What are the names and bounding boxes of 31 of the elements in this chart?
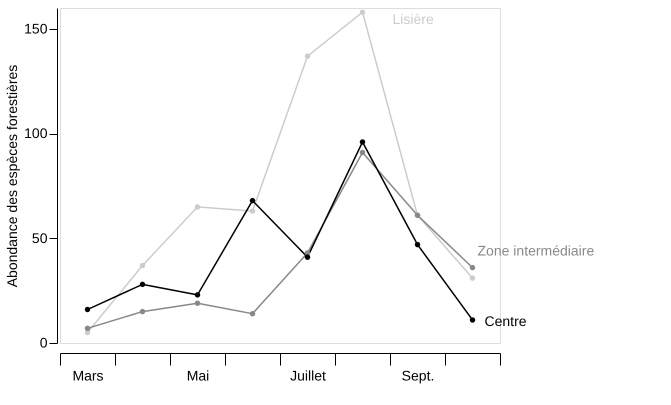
y-tick-label: 50 bbox=[32, 230, 48, 246]
y-tick-label: 0 bbox=[40, 334, 48, 350]
series-label: Centre bbox=[484, 312, 527, 329]
y-axis-title: Abondance des espèces forestières bbox=[4, 64, 20, 288]
point bbox=[140, 308, 146, 314]
point bbox=[360, 150, 366, 156]
x-tick-label: Mars bbox=[72, 368, 104, 384]
point bbox=[250, 198, 256, 204]
point bbox=[194, 204, 200, 210]
point bbox=[84, 306, 90, 312]
point bbox=[304, 254, 310, 260]
point bbox=[360, 9, 366, 15]
x-tick-label: Juillet bbox=[290, 368, 326, 384]
point bbox=[470, 317, 476, 323]
y-tick-label: 150 bbox=[24, 20, 48, 36]
point bbox=[414, 242, 420, 248]
point bbox=[84, 326, 90, 332]
point bbox=[470, 264, 476, 270]
point bbox=[194, 292, 200, 298]
x-tick-label: Mai bbox=[186, 368, 210, 384]
y-tick-label: 100 bbox=[24, 125, 48, 142]
point bbox=[140, 282, 146, 288]
point bbox=[250, 208, 256, 214]
point bbox=[250, 310, 256, 316]
point bbox=[360, 139, 366, 145]
x-tick-label: Sept. bbox=[402, 368, 434, 384]
series-label: Zone intermédiaire bbox=[478, 242, 594, 259]
point bbox=[140, 262, 146, 268]
point bbox=[470, 275, 476, 281]
point bbox=[304, 53, 310, 59]
point bbox=[194, 300, 200, 306]
